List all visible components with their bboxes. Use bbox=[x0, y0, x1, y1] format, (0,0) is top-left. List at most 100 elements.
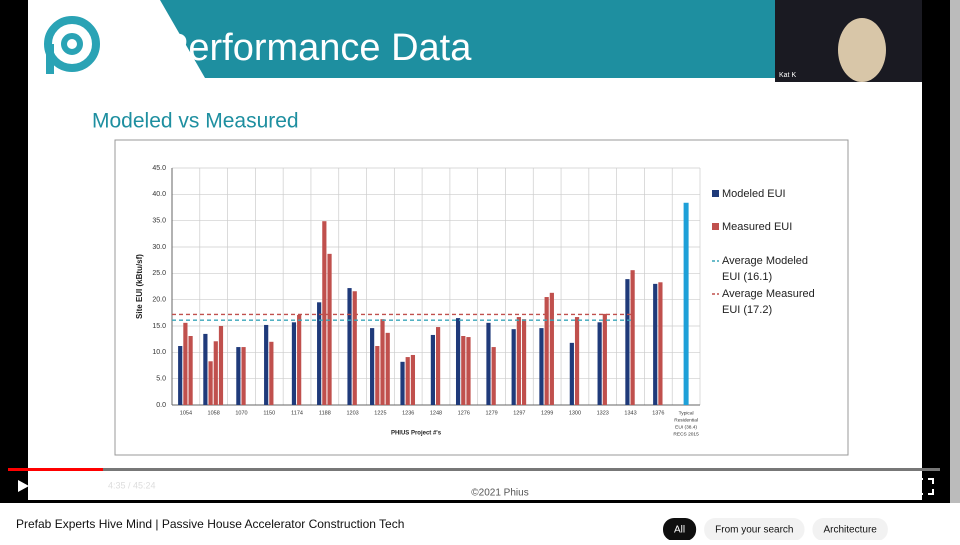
reference-label: RECS 2015 bbox=[673, 431, 699, 437]
settings-button[interactable] bbox=[790, 480, 802, 492]
measured-bar bbox=[461, 336, 466, 405]
filter-chip[interactable]: From your search bbox=[704, 518, 805, 541]
modeled-bar bbox=[317, 302, 322, 405]
measured-bar bbox=[436, 327, 441, 405]
legend-label: EUI (17.2) bbox=[722, 304, 772, 316]
measured-bar bbox=[549, 292, 554, 405]
fullscreen-button[interactable] bbox=[917, 478, 934, 495]
theater-button[interactable] bbox=[852, 480, 870, 492]
webcam-person bbox=[838, 18, 886, 82]
measured-bar bbox=[544, 297, 549, 405]
x-tick-label: 1323 bbox=[597, 410, 609, 416]
measured-bar bbox=[405, 357, 410, 405]
measured-bar bbox=[297, 314, 302, 405]
x-tick-label: 1248 bbox=[430, 410, 442, 416]
x-tick-label: 1225 bbox=[374, 410, 386, 416]
legend-label: EUI (16.1) bbox=[722, 271, 772, 283]
filter-chip[interactable]: All bbox=[663, 518, 697, 541]
measured-bar bbox=[241, 347, 246, 405]
captions-button[interactable] bbox=[755, 479, 773, 493]
modeled-bar bbox=[653, 283, 658, 405]
x-tick-label: 1279 bbox=[485, 410, 497, 416]
measured-bar bbox=[327, 253, 332, 405]
modeled-bar bbox=[291, 322, 297, 405]
time-display: 4:35 / 45:24 bbox=[108, 480, 156, 490]
chip-bg bbox=[663, 518, 697, 541]
x-tick-label: 1203 bbox=[347, 410, 359, 416]
x-tick-label: 1054 bbox=[180, 410, 192, 416]
chip-label: From your search bbox=[715, 525, 793, 536]
y-tick-label: 40.0 bbox=[152, 191, 166, 198]
legend-label: Measured EUI bbox=[722, 221, 792, 233]
measured-bar bbox=[380, 319, 385, 405]
play-button[interactable] bbox=[18, 480, 29, 492]
measured-bar bbox=[188, 336, 193, 405]
legend-label: Modeled EUI bbox=[722, 188, 786, 200]
x-tick-label: 1188 bbox=[319, 410, 331, 416]
modeled-bar bbox=[486, 322, 491, 405]
legend-label: Average Measured bbox=[722, 288, 815, 300]
title-banner bbox=[160, 0, 775, 78]
progress-played bbox=[8, 468, 103, 471]
chip-bg bbox=[812, 518, 888, 541]
modeled-bar bbox=[203, 333, 208, 405]
x-tick-label: 1376 bbox=[652, 410, 664, 416]
measured-bar bbox=[521, 319, 527, 405]
chip-label: Architecture bbox=[823, 525, 877, 536]
measured-bar bbox=[516, 317, 521, 405]
y-tick-label: 25.0 bbox=[152, 270, 166, 277]
logo bbox=[44, 16, 100, 74]
x-tick-label: 1343 bbox=[624, 410, 636, 416]
modeled-bar bbox=[511, 329, 516, 405]
modeled-bar bbox=[455, 318, 461, 405]
measured-bar bbox=[322, 221, 327, 405]
y-tick-label: 10.0 bbox=[152, 349, 166, 356]
legend-label: Average Modeled bbox=[722, 255, 808, 267]
y-tick-label: 35.0 bbox=[152, 218, 166, 225]
measured-bar bbox=[410, 354, 416, 405]
measured-bar bbox=[375, 346, 380, 405]
filter-chip[interactable]: Architecture bbox=[812, 518, 888, 541]
autoplay-toggle[interactable] bbox=[719, 480, 741, 492]
y-tick-label: 15.0 bbox=[152, 323, 166, 330]
y-tick-label: 20.0 bbox=[152, 297, 166, 304]
reference-label: Typical bbox=[679, 410, 694, 416]
measured-bar bbox=[491, 347, 496, 405]
measured-bar bbox=[630, 270, 635, 405]
modeled-bar bbox=[178, 346, 183, 405]
y-tick-label: 45.0 bbox=[152, 165, 166, 172]
chip-bg bbox=[704, 518, 805, 541]
y-tick-label: 30.0 bbox=[152, 244, 166, 251]
y-axis-label: Site EUI (kBtu/sf) bbox=[135, 254, 144, 319]
x-tick-label: 1058 bbox=[208, 410, 220, 416]
measured-bar bbox=[269, 341, 274, 405]
legend-swatch bbox=[712, 223, 719, 230]
measured-bar bbox=[658, 282, 663, 405]
webcam-name: Kat K bbox=[779, 72, 796, 79]
x-tick-label: 1276 bbox=[458, 410, 470, 416]
volume-button[interactable] bbox=[82, 479, 90, 493]
reference-label: Residential bbox=[674, 417, 698, 423]
x-tick-label: 1150 bbox=[263, 410, 275, 416]
chip-label: All bbox=[674, 525, 685, 536]
measured-bar bbox=[574, 317, 580, 405]
reference-bar bbox=[683, 202, 689, 405]
next-button[interactable] bbox=[51, 480, 62, 492]
y-tick-label: 5.0 bbox=[156, 376, 166, 383]
miniplayer-button[interactable] bbox=[819, 479, 837, 493]
modeled-bar bbox=[597, 322, 602, 405]
scrollbar bbox=[950, 0, 960, 503]
measured-bar bbox=[218, 326, 224, 405]
modeled-bar bbox=[264, 324, 269, 405]
measured-bar bbox=[183, 322, 188, 405]
y-tick-label: 0.0 bbox=[156, 402, 166, 409]
slide-subtitle: Modeled vs Measured bbox=[92, 110, 299, 133]
x-tick-label: 1297 bbox=[513, 410, 525, 416]
measured-bar bbox=[213, 341, 218, 405]
x-tick-label: 1300 bbox=[569, 410, 581, 416]
modeled-bar bbox=[539, 328, 544, 405]
progress-track[interactable] bbox=[8, 468, 940, 471]
cast-button[interactable] bbox=[884, 479, 902, 493]
